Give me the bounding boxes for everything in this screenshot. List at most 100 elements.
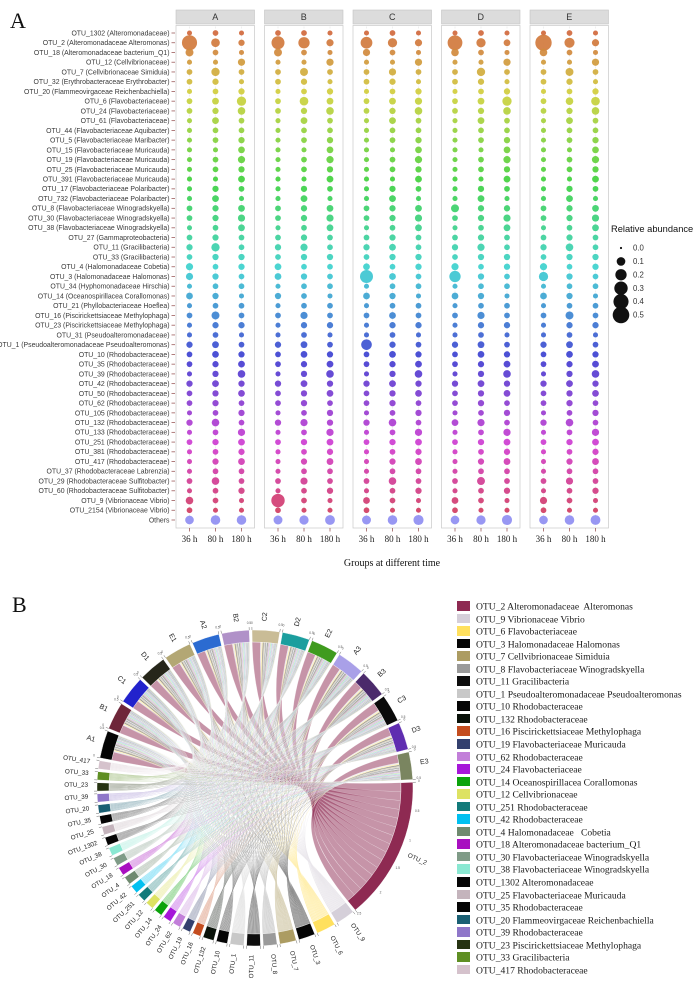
abundance-dot <box>237 58 246 66</box>
abundance-dot <box>477 351 485 358</box>
abundance-dot <box>211 38 220 48</box>
abundance-dot <box>301 224 307 231</box>
row-label: OTU_10 (Rhodobacteraceae) <box>79 352 170 359</box>
abundance-dot <box>540 215 547 221</box>
chord-legend-item: OTU_9 Vibrionaceae Vibrio <box>457 613 699 627</box>
chord-segment <box>246 933 261 947</box>
abundance-dot <box>363 351 370 358</box>
abundance-dot <box>540 303 547 309</box>
abundance-dot <box>275 118 281 124</box>
chord-segment <box>172 912 187 928</box>
abundance-dot <box>327 507 333 513</box>
abundance-dot <box>504 312 510 319</box>
abundance-dot <box>300 322 308 329</box>
legend-swatch <box>457 638 470 649</box>
abundance-dot <box>389 399 396 407</box>
abundance-dot <box>212 497 219 504</box>
abundance-dot <box>186 341 193 348</box>
abundance-dot <box>389 185 396 192</box>
abundance-dot <box>363 312 370 319</box>
abundance-dot <box>452 283 458 289</box>
segment-tick <box>217 631 220 635</box>
abundance-dot <box>275 98 281 105</box>
abundance-dot <box>363 332 370 338</box>
legend-swatch <box>457 663 470 674</box>
abundance-dot <box>275 137 281 143</box>
abundance-dot <box>327 263 333 270</box>
segment-label: E2 <box>324 628 334 639</box>
abundance-dot <box>566 263 573 270</box>
abundance-dot <box>540 147 547 153</box>
x-axis-title: Groups at different time <box>344 558 441 569</box>
abundance-dot <box>301 448 307 455</box>
abundance-dot <box>327 196 333 202</box>
time-label: 80 h <box>385 534 401 544</box>
abundance-dot <box>186 478 193 484</box>
row-label: OTU_20 (Flammeovirgaceae Reichenbachiell… <box>24 89 170 96</box>
abundance-dot <box>415 185 422 192</box>
abundance-dot <box>212 448 219 455</box>
chord-segment <box>202 925 218 941</box>
chord-segment <box>262 932 278 946</box>
abundance-dot <box>478 448 484 455</box>
abundance-dot <box>301 88 307 95</box>
abundance-dot <box>327 273 333 280</box>
abundance-dot <box>212 370 219 378</box>
abundance-dot <box>566 137 573 144</box>
abundance-dot <box>363 127 370 133</box>
abundance-dot <box>186 157 193 163</box>
abundance-dot <box>238 409 245 416</box>
abundance-dot <box>300 361 308 368</box>
abundance-dot <box>361 339 372 350</box>
legend-label: OTU_19 Flavobacteriaceae Muricauda <box>476 739 626 751</box>
abundance-dot <box>414 214 423 222</box>
abundance-dot <box>566 448 573 455</box>
abundance-dot <box>415 293 422 299</box>
row-label: OTU_21 (Phyllobacteriaceae Hoeflea) <box>53 303 169 310</box>
abundance-dot <box>565 67 574 76</box>
abundance-dot <box>363 488 370 494</box>
abundance-dot <box>389 312 396 319</box>
segment-tick <box>98 826 102 828</box>
chord-segment <box>192 921 205 937</box>
abundance-dot <box>389 322 396 329</box>
abundance-dot <box>326 175 334 183</box>
segment-label: B3 <box>377 668 388 679</box>
abundance-dot <box>275 361 281 368</box>
abundance-dot <box>327 478 333 484</box>
facet-strip-label: E <box>566 12 572 22</box>
abundance-dot <box>212 458 219 465</box>
abundance-dot <box>592 419 599 426</box>
abundance-dot <box>415 458 422 465</box>
legend-swatch <box>457 814 470 824</box>
abundance-dot <box>326 370 334 378</box>
time-label: 80 h <box>473 534 489 544</box>
abundance-dot <box>186 449 193 455</box>
abundance-dot <box>238 302 245 309</box>
abundance-dot <box>477 311 485 320</box>
row-label: Others <box>149 517 170 524</box>
chord-segment <box>99 730 120 761</box>
abundance-dot <box>363 88 370 94</box>
abundance-dot <box>211 418 220 427</box>
abundance-dot <box>452 459 458 465</box>
abundance-dot <box>238 224 245 232</box>
abundance-dot <box>540 390 547 397</box>
abundance-dot <box>566 78 573 85</box>
legend-swatch <box>457 739 470 749</box>
segment-tick <box>398 721 402 724</box>
abundance-dot <box>477 341 485 349</box>
abundance-dot <box>477 234 485 241</box>
abundance-dot <box>566 107 573 115</box>
abundance-dot <box>275 30 281 36</box>
abundance-dot <box>238 448 245 455</box>
row-label: OTU_381 (Rhodobacteraceae) <box>75 449 170 456</box>
abundance-dot <box>414 370 423 378</box>
abundance-dot <box>326 428 334 436</box>
segment-label: OTU_7 <box>288 950 299 972</box>
abundance-dot <box>415 438 422 446</box>
abundance-dot <box>326 390 334 397</box>
abundance-dot <box>327 49 333 56</box>
abundance-dot <box>389 127 396 134</box>
legend-swatch <box>457 776 470 787</box>
